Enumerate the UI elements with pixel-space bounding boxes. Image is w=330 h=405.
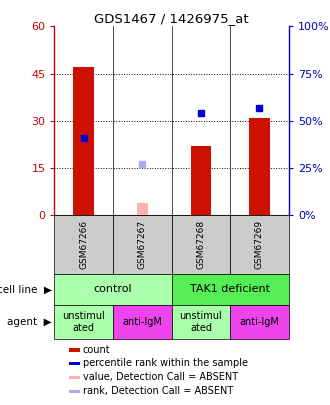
Bar <box>54 274 172 305</box>
Bar <box>113 215 172 274</box>
Text: value, Detection Call = ABSENT: value, Detection Call = ABSENT <box>82 372 238 382</box>
Text: cell line  ▶: cell line ▶ <box>0 284 52 294</box>
Text: agent  ▶: agent ▶ <box>8 317 52 327</box>
Bar <box>54 305 113 339</box>
Text: GSM67267: GSM67267 <box>138 220 147 269</box>
Bar <box>69 362 81 365</box>
Bar <box>172 274 289 305</box>
Text: TAK1 deficient: TAK1 deficient <box>190 284 270 294</box>
Text: GSM67268: GSM67268 <box>196 220 205 269</box>
Bar <box>172 305 230 339</box>
Bar <box>172 215 230 274</box>
Bar <box>230 215 289 274</box>
Bar <box>69 376 81 379</box>
Title: GDS1467 / 1426975_at: GDS1467 / 1426975_at <box>94 12 249 25</box>
Bar <box>137 202 148 215</box>
Text: anti-IgM: anti-IgM <box>122 317 162 327</box>
Text: control: control <box>94 284 132 294</box>
Bar <box>69 390 81 393</box>
Bar <box>113 305 172 339</box>
Text: GSM67269: GSM67269 <box>255 220 264 269</box>
Bar <box>249 117 270 215</box>
Text: count: count <box>82 345 110 354</box>
Bar <box>191 146 211 215</box>
Text: percentile rank within the sample: percentile rank within the sample <box>82 358 248 368</box>
Text: anti-IgM: anti-IgM <box>240 317 280 327</box>
Bar <box>69 348 81 352</box>
Bar <box>230 305 289 339</box>
Text: GSM67266: GSM67266 <box>79 220 88 269</box>
Bar <box>54 215 113 274</box>
Text: rank, Detection Call = ABSENT: rank, Detection Call = ABSENT <box>82 386 233 396</box>
Text: unstimul
ated: unstimul ated <box>180 311 222 333</box>
Bar <box>74 67 94 215</box>
Text: unstimul
ated: unstimul ated <box>62 311 105 333</box>
